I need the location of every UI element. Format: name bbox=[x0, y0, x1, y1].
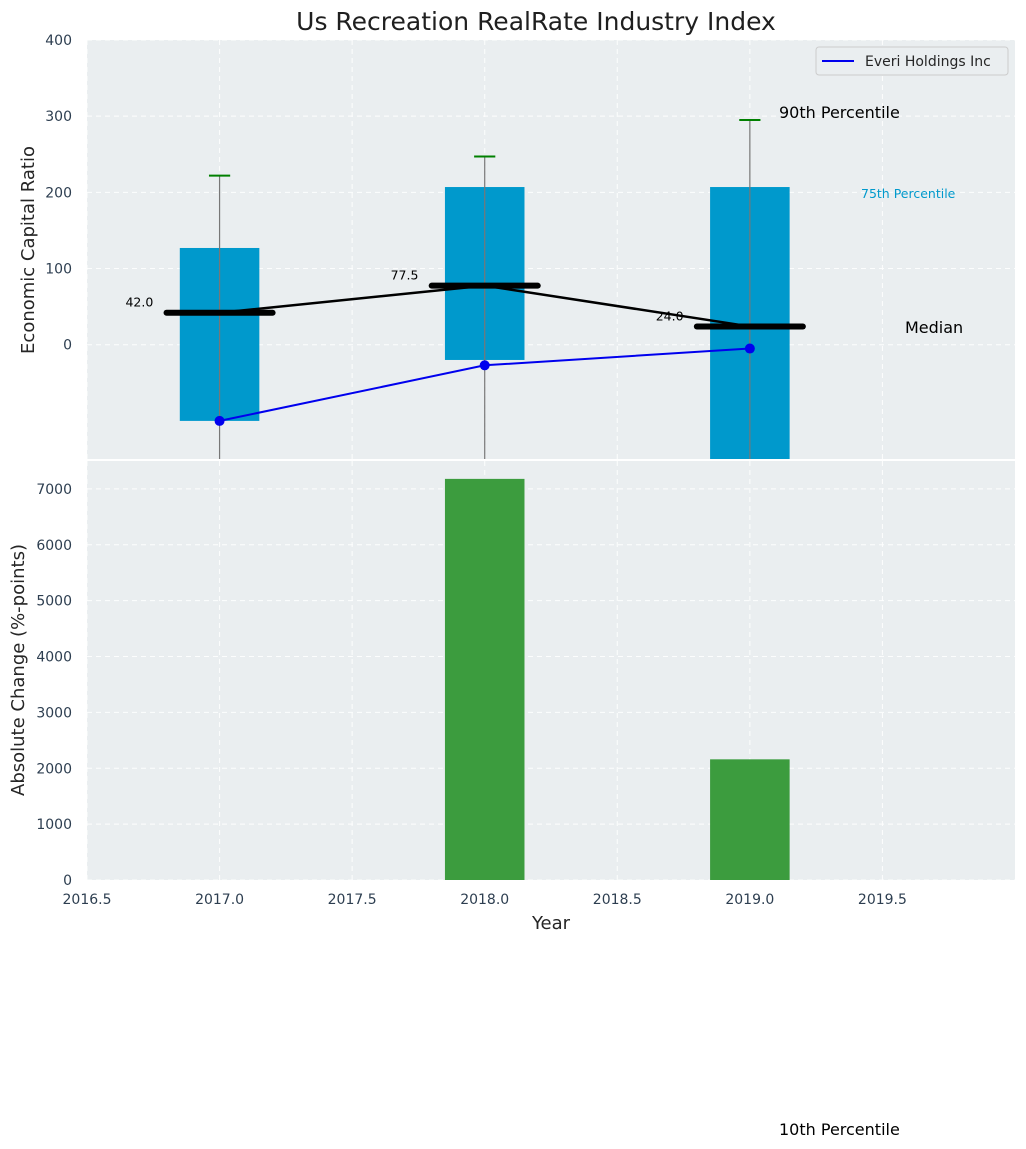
median-series: 42.0 77.5 24.0 bbox=[125, 268, 806, 330]
top-y-tick-label: 200 bbox=[45, 185, 72, 201]
bar-2018 bbox=[444, 478, 525, 880]
bottom-panel: 0 1000 2000 3000 4000 5000 6000 7000 2016.5 2017… bbox=[8, 461, 1015, 934]
top-y-tick-label: 400 bbox=[45, 33, 72, 49]
top-y-tick-label: 100 bbox=[45, 262, 72, 278]
company-point-2019 bbox=[744, 343, 755, 354]
company-point-2017 bbox=[214, 415, 225, 426]
annotation-p10: 10th Percentile bbox=[779, 1120, 900, 1139]
x-tick-label: 2017.0 bbox=[195, 892, 244, 908]
bottom-y-tick-label: 0 bbox=[63, 873, 72, 889]
legend-label: Everi Holdings Inc bbox=[865, 54, 991, 70]
top-y-ticks: 0 100 200 300 400 bbox=[45, 33, 72, 354]
legend-box bbox=[815, 46, 1009, 76]
median-value-label-2018: 77.5 bbox=[391, 268, 419, 283]
x-tick-label: 2019.0 bbox=[725, 892, 774, 908]
annotation-median: Median bbox=[905, 318, 963, 337]
company-series bbox=[214, 343, 755, 426]
bottom-y-axis-label: Absolute Change (%-points) bbox=[8, 544, 29, 796]
x-tick-label: 2018.0 bbox=[460, 892, 509, 908]
annotation-p90: 90th Percentile bbox=[779, 103, 900, 122]
bottom-y-tick-label: 7000 bbox=[36, 482, 72, 498]
bottom-y-ticks: 0 1000 2000 3000 4000 5000 6000 7000 bbox=[36, 482, 72, 889]
company-point-2018 bbox=[479, 360, 490, 371]
median-value-label-2017: 42.0 bbox=[125, 295, 153, 310]
bottom-gridlines bbox=[86, 461, 1015, 881]
bottom-y-tick-label: 6000 bbox=[36, 538, 72, 554]
boxes bbox=[179, 118, 790, 459]
x-tick-label: 2016.5 bbox=[63, 892, 112, 908]
median-value-label-2019: 24.0 bbox=[656, 308, 684, 323]
top-panel: 0 100 200 300 400 42.0 77.5 24.0 Economic Capi… bbox=[18, 33, 1015, 459]
bottom-plot-background bbox=[87, 461, 1015, 880]
bars bbox=[444, 478, 790, 880]
top-y-tick-label: 0 bbox=[63, 338, 72, 354]
annotation-p75: 75th Percentile bbox=[861, 186, 956, 201]
bottom-y-tick-label: 1000 bbox=[36, 817, 72, 833]
x-tick-label: 2019.5 bbox=[858, 892, 907, 908]
bottom-x-ticks: 2016.5 2017.0 2017.5 2018.0 2018.5 2019.0 2019… bbox=[63, 892, 907, 908]
x-tick-label: 2018.5 bbox=[593, 892, 642, 908]
top-y-tick-label: 300 bbox=[45, 109, 72, 125]
bottom-y-tick-label: 5000 bbox=[36, 594, 72, 610]
bottom-y-tick-label: 2000 bbox=[36, 761, 72, 777]
bottom-y-tick-label: 3000 bbox=[36, 705, 72, 721]
x-axis-label: Year bbox=[531, 913, 571, 934]
bottom-y-tick-label: 4000 bbox=[36, 650, 72, 666]
top-y-axis-label: Economic Capital Ratio bbox=[18, 146, 39, 354]
x-tick-label: 2017.5 bbox=[328, 892, 377, 908]
legend: Everi Holdings Inc bbox=[815, 46, 1009, 76]
chart-title: Us Recreation RealRate Industry Index bbox=[296, 7, 776, 36]
bar-2019 bbox=[710, 759, 790, 880]
